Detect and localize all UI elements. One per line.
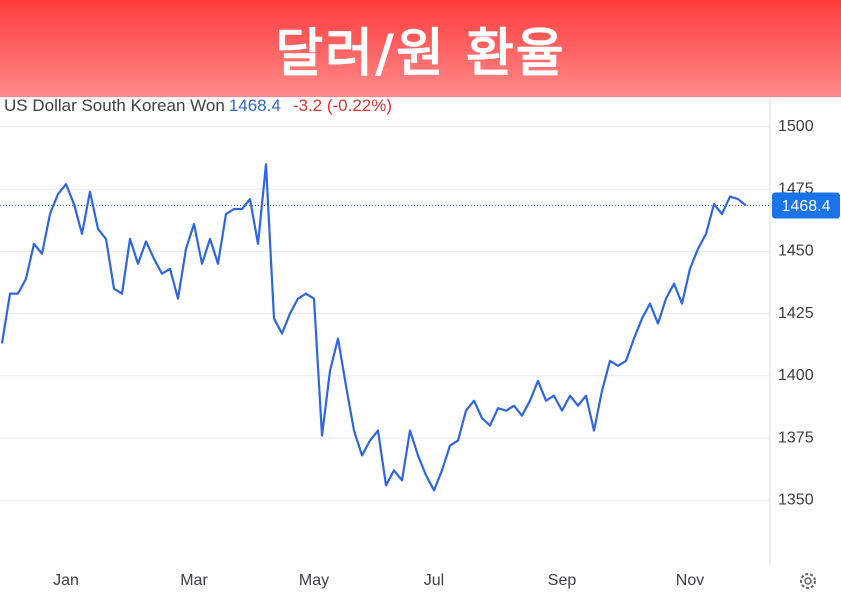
- legend-entry: US Dollar South Korean Won: [4, 96, 225, 115]
- header: US Dollar South Korean Won 1468.4 -3.2 (-0…: [4, 96, 392, 116]
- current-value: 1468.4: [228, 96, 281, 115]
- y-tick-label: 1400: [778, 367, 814, 384]
- x-tick-label: Jul: [424, 572, 444, 589]
- y-tick-label: 1375: [778, 429, 814, 446]
- y-tick-label: 1425: [778, 305, 814, 322]
- title-banner: 달러/원 환율: [0, 0, 841, 97]
- gear-outer: [800, 573, 816, 589]
- y-tick-label: 1450: [778, 243, 814, 260]
- y-tick-label: 1350: [778, 491, 814, 508]
- x-tick-label: Jan: [53, 572, 79, 589]
- x-tick-label: Nov: [676, 572, 704, 589]
- value-tag-label: 1468.4: [782, 198, 831, 215]
- y-tick-label: 1500: [778, 118, 814, 135]
- value-tag: [772, 192, 840, 219]
- x-tick-label: May: [299, 572, 329, 589]
- change: -3.2 (-0.22%): [292, 96, 393, 115]
- series-line: [0, 163, 747, 492]
- x-tick-label: Sep: [548, 572, 577, 589]
- chart-title: 달러/원 환율: [275, 24, 566, 84]
- settings-icon[interactable]: [800, 573, 816, 589]
- x-tick-label: Mar: [180, 572, 208, 589]
- gear-inner: [804, 577, 812, 585]
